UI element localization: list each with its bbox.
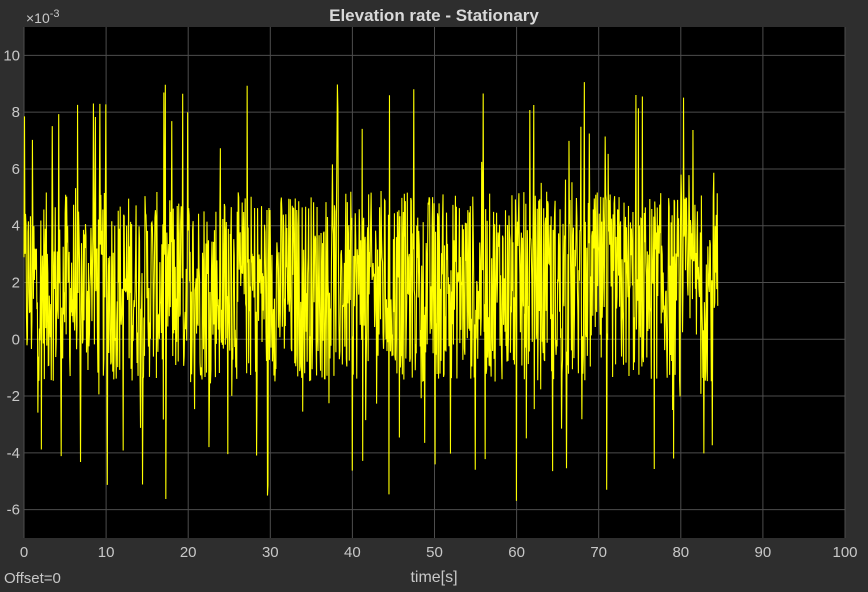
chart-title: Elevation rate - Stationary	[329, 6, 539, 25]
x-tick-label: 100	[832, 544, 857, 561]
offset-label: Offset=0	[4, 570, 61, 587]
x-axis-label: time[s]	[410, 569, 457, 586]
y-exponent-power: -3	[50, 8, 60, 20]
x-tick-label: 80	[672, 544, 689, 561]
x-tick-label: 40	[344, 544, 361, 561]
y-tick-label: 4	[12, 218, 20, 235]
y-tick-label: 10	[3, 47, 20, 64]
series-line	[23, 82, 719, 501]
y-tick-label: -4	[7, 445, 20, 462]
y-exponent-base: ×10	[26, 10, 50, 26]
y-tick-label: -2	[7, 388, 20, 405]
x-tick-label: 50	[426, 544, 443, 561]
x-tick-label: 30	[262, 544, 279, 561]
x-tick-label: 20	[180, 544, 197, 561]
x-axis-ticks: 0 10 20 30 40 50 60 70 80 90 100	[20, 544, 858, 561]
x-tick-label: 70	[590, 544, 607, 561]
trace-group	[23, 82, 719, 501]
y-tick-label: 2	[12, 275, 20, 292]
x-tick-label: 0	[20, 544, 28, 561]
x-tick-label: 10	[98, 544, 115, 561]
y-tick-label: 0	[12, 331, 20, 348]
y-axis-ticks: -6 -4 -2 0 2 4 6 8 10	[3, 47, 20, 518]
x-tick-label: 90	[755, 544, 772, 561]
y-tick-label: 6	[12, 161, 20, 178]
x-tick-label: 60	[508, 544, 525, 561]
y-tick-label: -6	[7, 502, 20, 519]
y-tick-label: 8	[12, 104, 20, 121]
y-exponent-label: ×10-3	[26, 8, 60, 26]
